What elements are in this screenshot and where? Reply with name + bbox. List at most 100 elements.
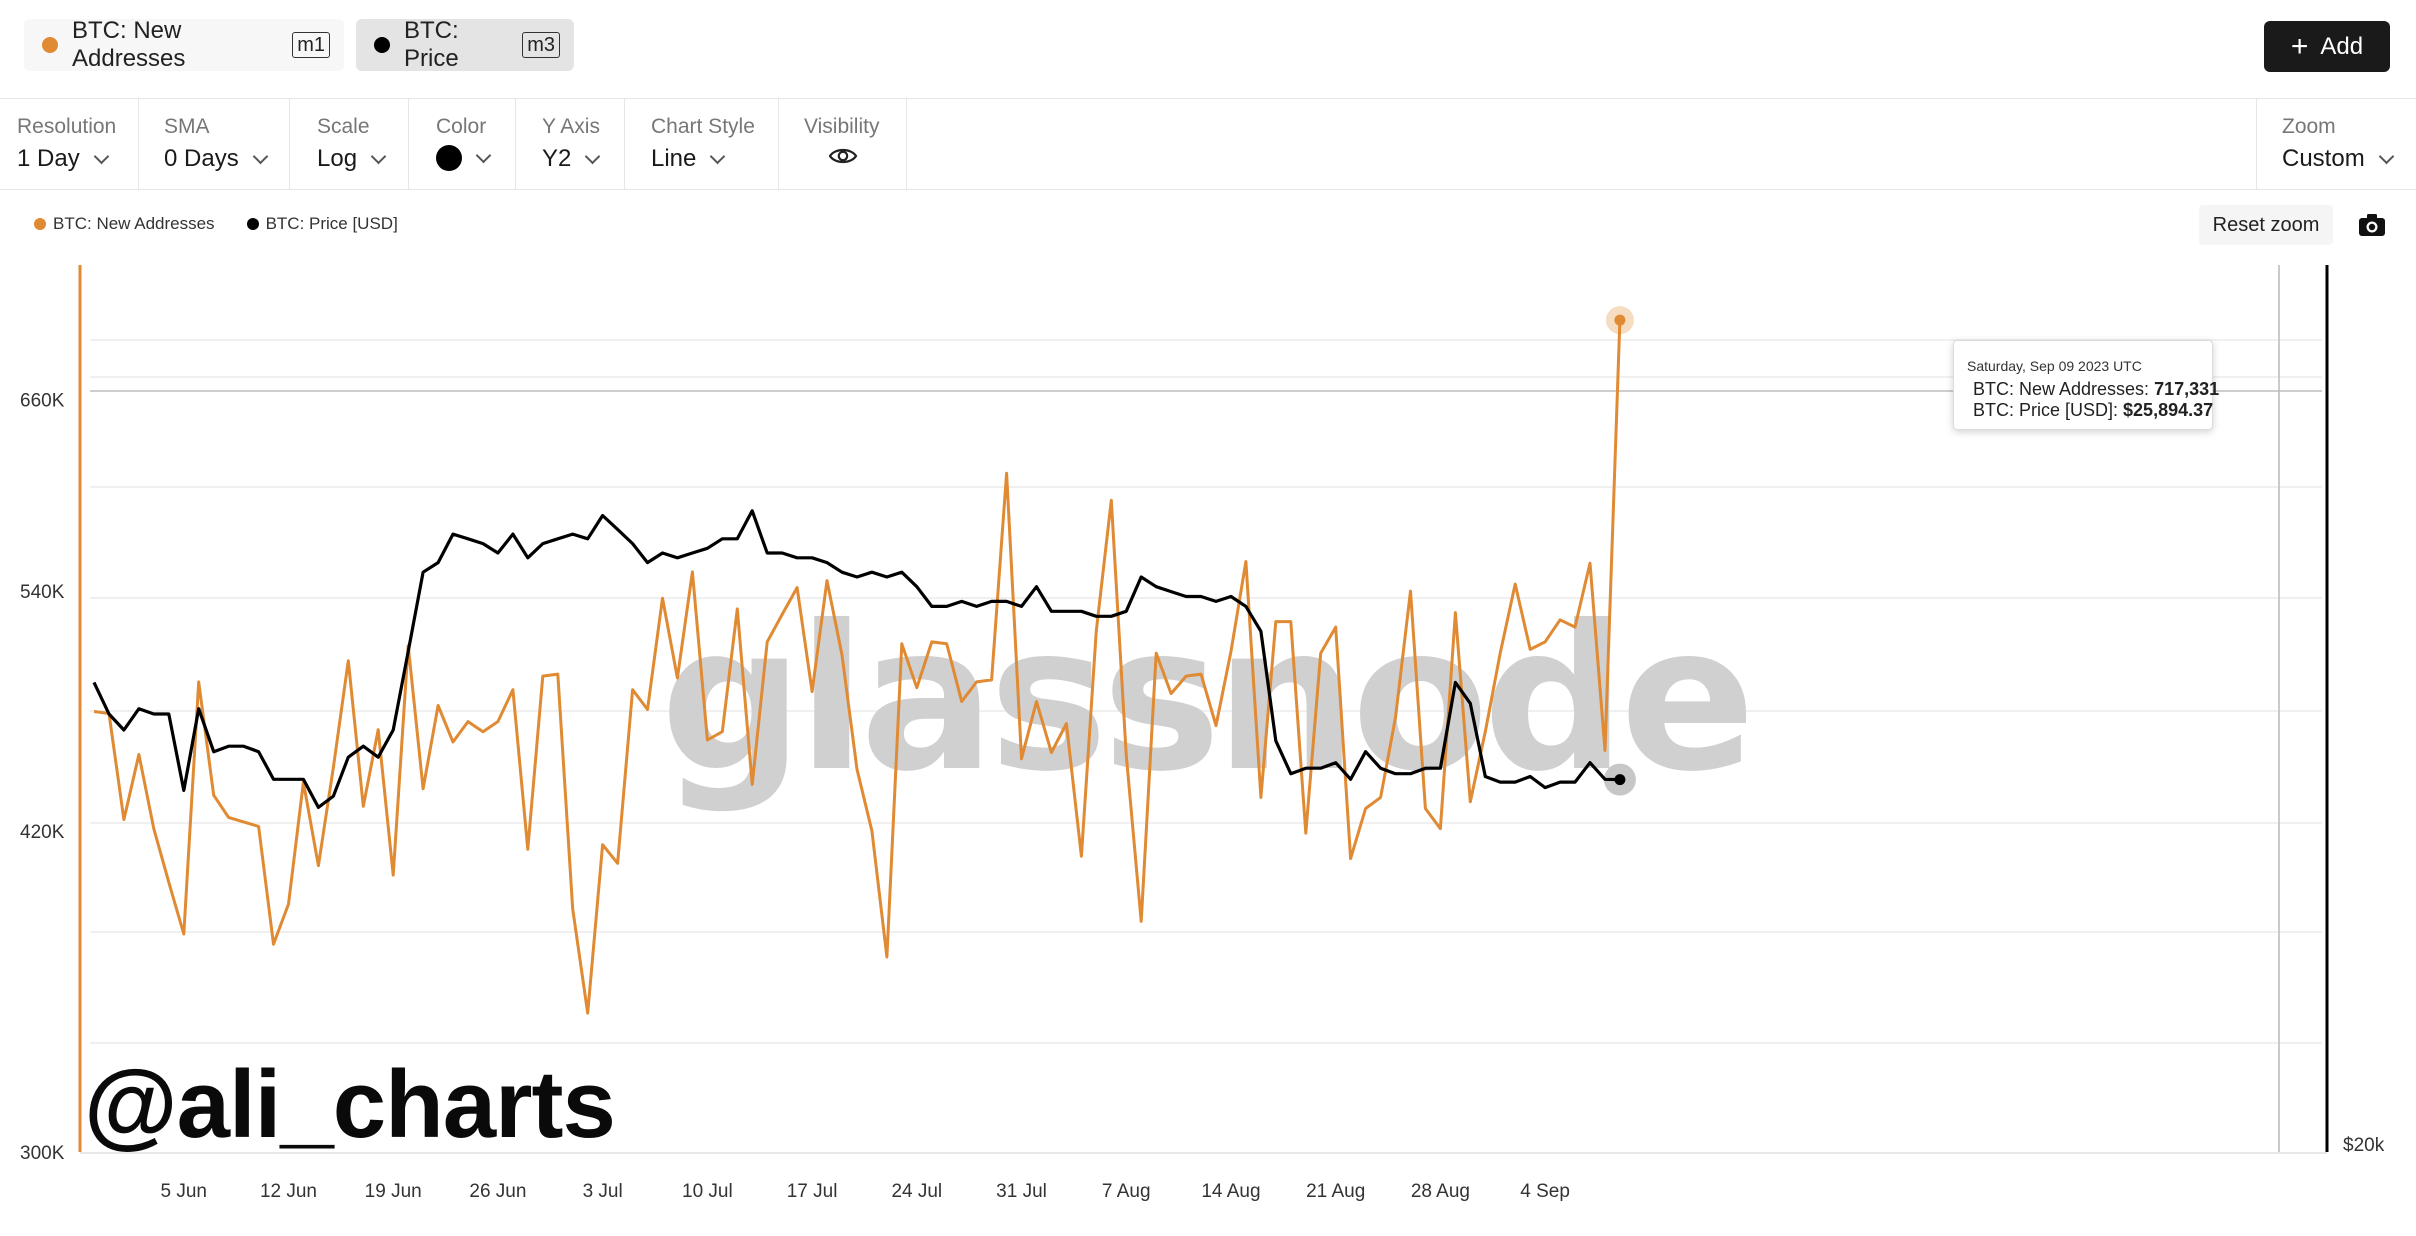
eye-icon: [828, 148, 858, 164]
metric-tag: m1: [292, 32, 330, 58]
x-tick-label: 31 Jul: [996, 1181, 1047, 1202]
setting-label: Color: [436, 115, 487, 138]
legend-dot: [246, 218, 259, 230]
chart-tooltip: Saturday, Sep 09 2023 UTC BTC: New Addre…: [1953, 340, 2219, 430]
chevron-down-icon: [710, 148, 726, 164]
plus-icon: +: [2290, 29, 2309, 63]
chevron-down-icon: [252, 148, 268, 164]
setting-label: Zoom: [2282, 115, 2336, 138]
chevron-down-icon: [585, 148, 601, 164]
author-handle: @ali_charts: [84, 1051, 616, 1158]
metric-bar: BTC: New Addresses m1 BTC: Price m3 + Ad…: [0, 0, 2416, 99]
chevron-down-icon: [475, 147, 492, 163]
visibility-setting[interactable]: Visibility: [779, 99, 907, 189]
y-tick-label: 420K: [20, 822, 65, 843]
chart-area[interactable]: glassnode 300K 420K 540K 660K $20k 5 Jun 12 …: [0, 250, 2416, 1236]
series-color-dot: [42, 37, 58, 53]
hover-marker-price: [1614, 774, 1626, 786]
resolution-setting[interactable]: Resolution 1 Day: [0, 99, 139, 189]
metric-tab-label: BTC: Price: [404, 17, 459, 72]
y-tick-label: 300K: [20, 1143, 65, 1164]
setting-value: Log: [317, 145, 358, 172]
x-tick-label: 5 Jun: [161, 1181, 207, 1202]
y-axis-right-labels: $20k: [2343, 1135, 2385, 1156]
add-label: Add: [2320, 32, 2364, 60]
x-tick-label: 3 Jul: [583, 1181, 623, 1202]
x-tick-label: 10 Jul: [682, 1181, 733, 1202]
x-tick-label: 28 Aug: [1411, 1181, 1470, 1202]
y-right-tick-label: $20k: [2343, 1135, 2385, 1156]
y-axis-left-labels: 300K 420K 540K 660K: [20, 391, 65, 1164]
setting-value: 0 Days: [164, 145, 239, 172]
setting-label: Resolution: [17, 115, 117, 138]
x-tick-label: 24 Jul: [891, 1181, 942, 1202]
x-tick-label: 26 Jun: [469, 1181, 526, 1202]
gridlines: [90, 265, 2322, 1152]
tooltip-value: $25,894.37: [2123, 400, 2214, 420]
tooltip-row: BTC: Price [USD]: $25,894.37: [1967, 400, 2214, 421]
reset-zoom-button[interactable]: Reset zoom: [2199, 205, 2333, 245]
chevron-down-icon: [2378, 148, 2394, 164]
color-swatch: [436, 145, 462, 171]
camera-icon[interactable]: [2357, 211, 2387, 239]
chart-style-dropdown[interactable]: Line: [651, 145, 726, 173]
metric-tab-price[interactable]: BTC: Price m3: [356, 17, 574, 72]
sma-dropdown[interactable]: 0 Days: [164, 145, 268, 173]
setting-value: Line: [651, 145, 697, 172]
y-tick-label: 660K: [20, 391, 65, 412]
zoom-setting[interactable]: Zoom Custom: [2256, 99, 2416, 189]
hover-markers: [1603, 306, 1636, 796]
legend-item-price[interactable]: BTC: Price [USD]: [246, 214, 398, 234]
y-tick-label: 540K: [20, 582, 65, 603]
color-dropdown[interactable]: [436, 145, 492, 171]
add-metric-button[interactable]: + Add: [2264, 21, 2390, 72]
x-tick-label: 4 Sep: [1520, 1181, 1570, 1202]
settings-row: Resolution 1 Day SMA 0 Days Scale Log Co…: [0, 99, 2416, 190]
axes: [78, 265, 2329, 1154]
legend-label: BTC: New Addresses: [53, 214, 215, 233]
scale-setting[interactable]: Scale Log: [290, 99, 409, 189]
watermark: glassnode: [660, 583, 1749, 816]
y-axis-setting[interactable]: Y Axis Y2: [516, 99, 625, 189]
resolution-dropdown[interactable]: 1 Day: [17, 145, 109, 173]
setting-label: SMA: [164, 115, 210, 138]
chart-style-setting[interactable]: Chart Style Line: [625, 99, 779, 189]
series-color-dot: [374, 37, 390, 53]
tooltip-date: Saturday, Sep 09 2023 UTC: [1967, 358, 2142, 374]
x-tick-label: 7 Aug: [1102, 1181, 1151, 1202]
x-tick-label: 21 Aug: [1306, 1181, 1365, 1202]
x-tick-label: 14 Aug: [1201, 1181, 1260, 1202]
setting-label: Chart Style: [651, 115, 755, 138]
setting-label: Y Axis: [542, 115, 600, 138]
visibility-toggle[interactable]: [828, 145, 858, 167]
sma-setting[interactable]: SMA 0 Days: [139, 99, 290, 189]
setting-label: Scale: [317, 115, 370, 138]
tooltip-label: BTC: New Addresses:: [1973, 379, 2150, 399]
tooltip-label: BTC: Price [USD]:: [1973, 400, 2119, 420]
setting-label: Visibility: [804, 115, 880, 138]
tooltip-value: 717,331: [2154, 379, 2220, 399]
y-axis-dropdown[interactable]: Y2: [542, 145, 601, 173]
metric-tab-new-addresses[interactable]: BTC: New Addresses m1: [24, 17, 344, 72]
metric-tag: m3: [522, 32, 560, 58]
chart-legend: BTC: New Addresses BTC: Price [USD]: [34, 214, 430, 234]
setting-value: Custom: [2282, 145, 2365, 172]
series-line-new-addresses: [93, 320, 1622, 1015]
series-line-price: [92, 509, 1620, 810]
chevron-down-icon: [93, 148, 109, 164]
zoom-dropdown[interactable]: Custom: [2282, 145, 2394, 173]
color-setting[interactable]: Color: [409, 99, 516, 189]
setting-value: Y2: [542, 145, 572, 172]
chevron-down-icon: [370, 148, 387, 164]
series-lines: [92, 320, 1622, 1015]
scale-dropdown[interactable]: Log: [317, 145, 387, 173]
x-tick-label: 12 Jun: [260, 1181, 317, 1202]
legend-item-new-addresses[interactable]: BTC: New Addresses: [34, 214, 215, 234]
tooltip-row: BTC: New Addresses: 717,331: [1967, 379, 2219, 400]
x-tick-label: 19 Jun: [365, 1181, 422, 1202]
hover-marker-new-addresses: [1614, 314, 1626, 326]
legend-label: BTC: Price [USD]: [265, 214, 398, 233]
metric-tab-label: BTC: New Addresses: [72, 17, 186, 72]
x-tick-label: 17 Jul: [787, 1181, 838, 1202]
setting-value: 1 Day: [17, 145, 80, 172]
